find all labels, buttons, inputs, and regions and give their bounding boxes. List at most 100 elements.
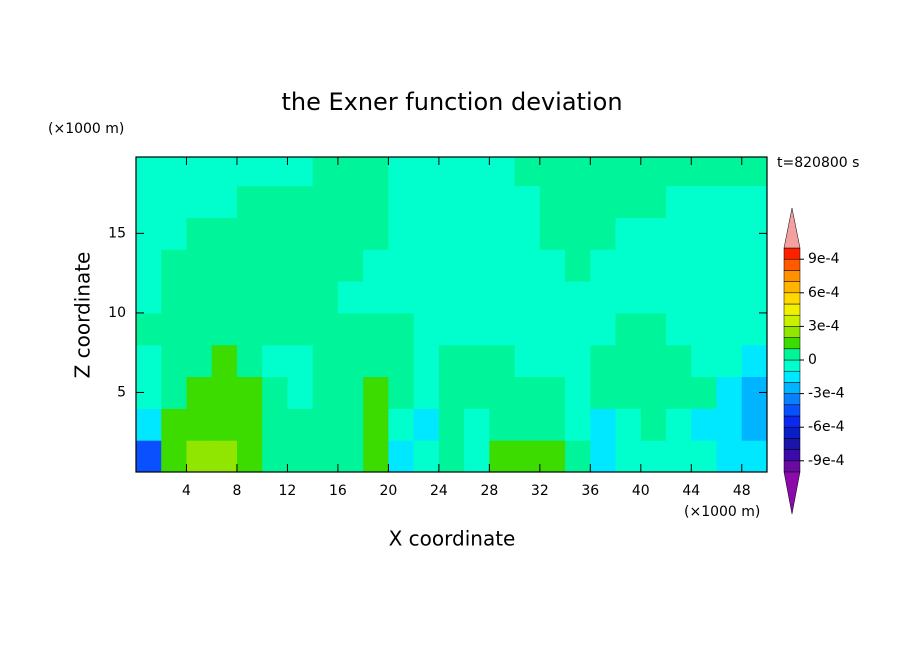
x-tick-label: 40 [632, 483, 650, 499]
contour-cell [363, 376, 389, 409]
y-tick-label: 15 [108, 225, 126, 241]
contour-cell [337, 312, 364, 346]
contour-cell [388, 157, 415, 187]
contour-cell [211, 440, 238, 472]
contour-cell [438, 157, 465, 187]
contour-cell [539, 344, 566, 378]
contour-cell [640, 312, 667, 346]
contour-cell [590, 408, 617, 441]
contour-cell [666, 185, 692, 218]
contour-cell [514, 344, 541, 378]
contour-cell [640, 376, 667, 409]
contour-cell [136, 249, 162, 282]
contour-cell [161, 185, 187, 218]
contour-cell [262, 217, 288, 250]
x-axis-title: X coordinate [389, 527, 516, 551]
contour-cell [388, 376, 415, 409]
contour-cell [464, 185, 490, 218]
contour-cell [363, 249, 389, 282]
colorbar-box [783, 270, 801, 282]
contour-cell [186, 408, 213, 441]
contour-cell [539, 217, 566, 250]
contour-cell [363, 157, 389, 187]
contour-cell [186, 185, 213, 218]
contour-cell [388, 185, 415, 218]
contour-cell [489, 249, 516, 282]
x-tick-label: 20 [379, 483, 397, 499]
contour-cell [640, 185, 667, 218]
colorbar-box [783, 292, 801, 305]
contour-cell [262, 157, 288, 187]
contour-cell [741, 408, 767, 441]
contour-cell [691, 217, 718, 250]
colorbar-box [783, 460, 801, 473]
contour-cell [666, 440, 692, 472]
contour-cell [438, 376, 465, 409]
colorbar-box [783, 426, 801, 439]
contour-cell [438, 217, 465, 250]
contour-cell [565, 185, 591, 218]
colorbar-box [783, 404, 801, 417]
contour-cell [312, 217, 339, 250]
contour-cell [716, 312, 743, 346]
contour-cell [615, 344, 642, 378]
contour-cell [363, 344, 389, 378]
contour-cell [161, 312, 187, 346]
contour-cell [464, 440, 490, 472]
colorbar-tick-label: 3e-4 [808, 318, 840, 334]
chart-title: the Exner function deviation [281, 88, 622, 116]
contour-cell [565, 440, 591, 472]
x-tick-label: 24 [430, 483, 448, 499]
contour-cell [413, 376, 440, 409]
contour-cell [287, 157, 314, 187]
contour-cell [590, 249, 617, 282]
contour-cell [716, 217, 743, 250]
x-tick-label: 44 [682, 483, 700, 499]
contour-cell [388, 312, 415, 346]
contour-cell [741, 440, 767, 472]
contour-cell [211, 249, 238, 282]
contour-cell [262, 281, 288, 314]
contour-cell [287, 281, 314, 314]
contour-cell [287, 344, 314, 378]
contour-cell [691, 344, 718, 378]
contour-cell [590, 344, 617, 378]
contour-cell [615, 185, 642, 218]
contour-cell [388, 344, 415, 378]
contour-cell [691, 157, 718, 187]
y-tick-label: 10 [108, 305, 126, 321]
contour-cell [438, 408, 465, 441]
contour-cell [262, 440, 288, 472]
contour-cell [287, 312, 314, 346]
contour-cell [640, 281, 667, 314]
contour-cell [666, 281, 692, 314]
contour-cell [413, 312, 440, 346]
contour-cell [438, 249, 465, 282]
colorbar-box [783, 415, 801, 428]
contour-cell [716, 376, 743, 409]
contour-cell [489, 281, 516, 314]
contour-cell [615, 376, 642, 409]
contour-cell [438, 440, 465, 472]
contour-cell [211, 408, 238, 441]
contour-cell [337, 157, 364, 187]
x-tick-label: 8 [232, 483, 241, 499]
contour-cell [413, 185, 440, 218]
y-unit: (×1000 m) [48, 121, 124, 137]
contour-cell [136, 408, 162, 441]
contour-cell [363, 185, 389, 218]
contour-cell [741, 185, 767, 218]
contour-cell [287, 408, 314, 441]
x-tick-label: 32 [531, 483, 549, 499]
contour-cell [464, 408, 490, 441]
colorbar-box [783, 359, 801, 372]
contour-cell [565, 281, 591, 314]
contour-cell [337, 217, 364, 250]
contour-cell [666, 249, 692, 282]
contour-cell [262, 249, 288, 282]
x-tick-label: 28 [480, 483, 498, 499]
colorbar-box [783, 281, 801, 294]
contour-cell [741, 157, 767, 187]
contour-cell [716, 440, 743, 472]
